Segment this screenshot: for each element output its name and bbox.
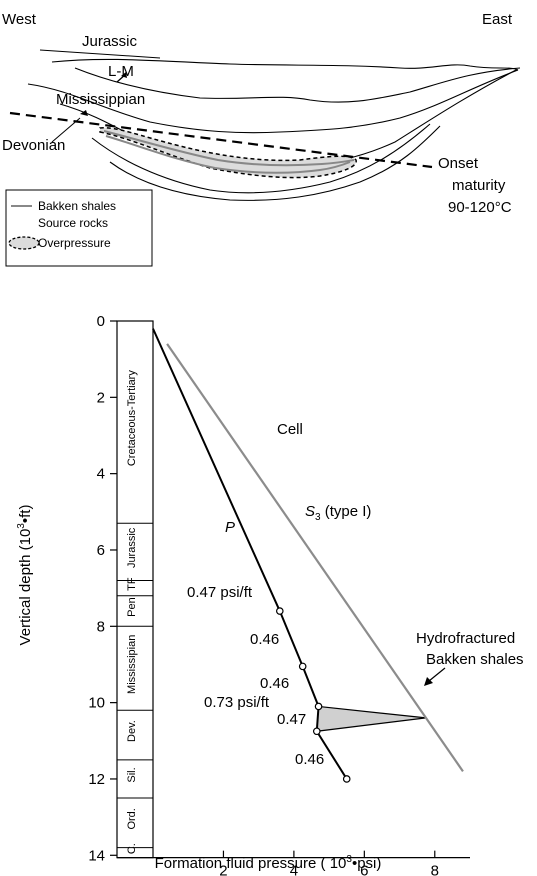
legend-overpressure-label: Overpressure <box>38 236 111 250</box>
west-label: West <box>2 11 37 28</box>
hydrofractured-arrow-head <box>424 677 433 686</box>
s3-curve-label: S3 (type I) <box>305 503 371 523</box>
plot-area <box>152 328 464 783</box>
hydrofracture-spike <box>316 705 427 732</box>
bakken-shales-line-2 <box>103 130 355 167</box>
strat-label: TF <box>126 577 138 591</box>
horizon-basement <box>109 125 441 201</box>
stratigraphic-column: Cretaceous-Tertiary Jurassic TF Pen Mississi… <box>116 320 154 859</box>
pressure-point <box>342 775 351 783</box>
chart-axes: 0 2 4 6 8 10 12 14 2 4 6 8 <box>88 313 470 876</box>
devonian-pointer <box>51 117 81 143</box>
x-axis-title: Formation fluid pressure ( 103•psi) <box>155 854 382 872</box>
x-tick-label: 2 <box>219 863 227 876</box>
hydrofractured-label-1: Hydrofractured <box>416 630 515 647</box>
pressure-point <box>275 607 284 615</box>
strat-label: Pen <box>126 597 138 617</box>
y-tick-label: 8 <box>97 618 105 635</box>
cross-section: West East Jurassic L-M Mississippian Dev… <box>2 11 521 267</box>
pressure-point <box>314 702 323 711</box>
legend-box <box>5 189 153 267</box>
gradient-label-6: 0.46 <box>295 751 324 768</box>
legend-source-label: Source rocks <box>38 216 108 230</box>
hydrofractured-label-2: Bakken shales <box>426 651 524 668</box>
mississippian-arrow-head <box>80 110 88 116</box>
strat-label: Sil. <box>126 767 138 782</box>
x-tick-label: 4 <box>290 863 298 876</box>
gradient-label-2: 0.46 <box>250 631 279 648</box>
legend: Bakken shales Source rocks Overpressure <box>5 189 153 267</box>
x-tick-label: 6 <box>360 863 368 876</box>
y-tick-label: 4 <box>97 466 105 483</box>
gradient-label-1: 0.47 psi/ft <box>187 584 253 601</box>
s3-stress-line <box>166 343 464 772</box>
y-tick-label: 6 <box>97 542 105 559</box>
y-tick-label: 10 <box>88 695 105 712</box>
horizon-devonian-top <box>59 69 517 167</box>
jurassic-label: Jurassic <box>82 33 138 50</box>
p-curve-label: P <box>225 519 235 536</box>
mississippian-label: Mississippian <box>56 91 145 108</box>
strat-label: Cretaceous-Tertiary <box>126 370 138 466</box>
horizon-devonian-base <box>91 123 431 194</box>
gradient-label-5: 0.47 <box>277 711 306 728</box>
pressure-point <box>312 727 321 736</box>
y-tick-label: 0 <box>97 313 105 330</box>
strat-label: Dev. <box>126 720 138 742</box>
onset-maturity-line <box>9 111 433 169</box>
lm-label: L-M <box>108 63 134 80</box>
y-tick-label: 14 <box>88 847 105 864</box>
legend-bakken-label: Bakken shales <box>38 199 116 213</box>
strat-column-frame <box>116 320 154 859</box>
strat-label: Jurassic <box>126 527 138 568</box>
y-axis-title: Vertical depth (103•ft) <box>16 505 34 646</box>
horizon-lm <box>74 67 521 103</box>
east-label: East <box>482 11 513 28</box>
pressure-p-line <box>152 328 348 780</box>
gradient-label-3: 0.46 <box>260 675 289 692</box>
cell-label: Cell <box>277 421 303 438</box>
legend-overpressure-swatch <box>8 236 40 250</box>
hydrofractured-pointer <box>428 667 446 682</box>
onset-label-1: Onset <box>438 155 479 172</box>
onset-label-3: 90-120°C <box>448 199 512 216</box>
onset-label-2: maturity <box>452 177 506 194</box>
bakken-shales-line <box>105 135 351 174</box>
strat-label: C. <box>126 843 138 854</box>
pressure-depth-chart: Cretaceous-Tertiary Jurassic TF Pen Mississi… <box>16 313 524 876</box>
strat-label: Mississipian <box>126 635 138 694</box>
jurassic-pointer <box>39 49 161 59</box>
devonian-label: Devonian <box>2 137 65 154</box>
strat-label: Ord. <box>126 808 138 829</box>
lm-arrow-head <box>121 72 127 78</box>
gradient-label-4: 0.73 psi/ft <box>204 694 270 711</box>
x-tick-label: 8 <box>431 863 439 876</box>
y-tick-label: 2 <box>97 389 105 406</box>
horizon-mississippian <box>27 69 519 134</box>
y-tick-label: 12 <box>88 771 105 788</box>
pressure-point <box>298 662 307 671</box>
horizon-jurassic-top <box>51 58 519 71</box>
